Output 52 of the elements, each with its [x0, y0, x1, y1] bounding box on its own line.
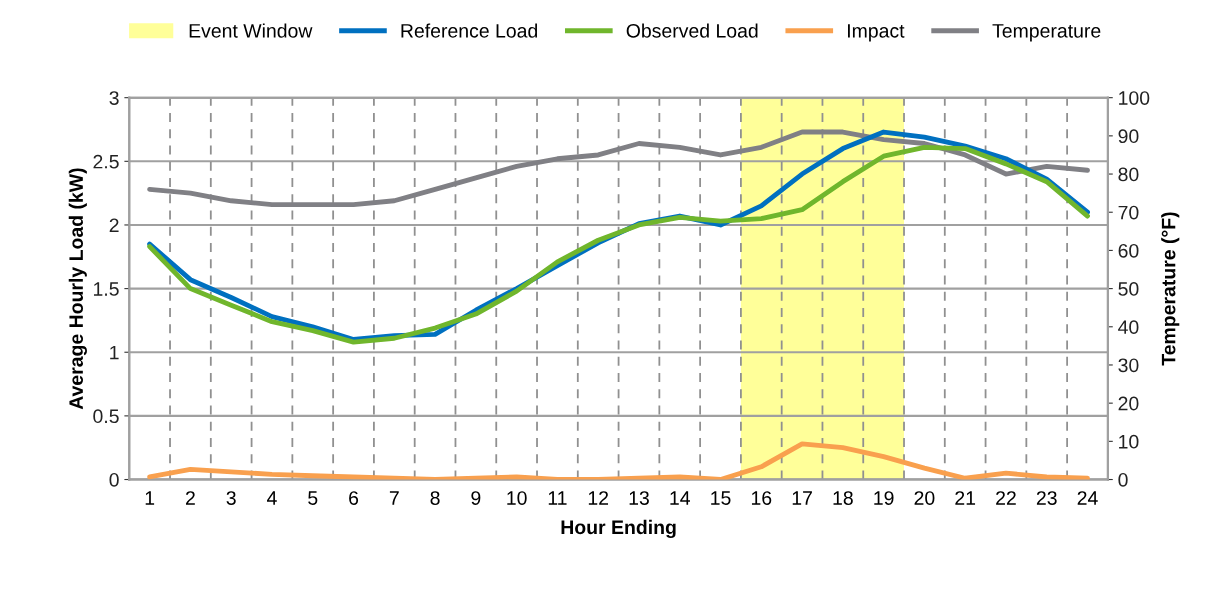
y-tick-label: 3	[109, 91, 119, 105]
y2-tick-label: 30	[1118, 358, 1139, 373]
x-tick-label: 15	[711, 491, 731, 505]
y-axis-title: Average Hourly Load (kW)	[68, 168, 87, 410]
x-tick-label: 14	[670, 491, 690, 505]
y-tick-label: 0	[109, 472, 119, 487]
x-axis-title: Hour Ending	[561, 519, 676, 539]
y-tick-label: 1	[110, 345, 119, 360]
x-tick-label: 18	[833, 491, 853, 505]
y2-tick-label: 90	[1118, 129, 1139, 144]
x-tick-label: 10	[507, 491, 527, 505]
y2-tick-label: 50	[1118, 282, 1139, 296]
x-tick-label: 22	[996, 491, 1016, 505]
y2-tick-label: 40	[1118, 320, 1139, 335]
y2-tick-label: 10	[1119, 434, 1139, 449]
x-tick-label: 6	[349, 491, 359, 505]
line-series	[147, 441, 1090, 480]
y-tick-label: 0.5	[93, 409, 119, 424]
x-tick-label: 16	[751, 491, 772, 505]
x-tick-label: 4	[267, 491, 277, 505]
legend-label: Observed Load	[626, 23, 758, 38]
line-series	[147, 129, 1090, 208]
y2-tick-label: 80	[1118, 167, 1139, 182]
x-tick-label: 20	[914, 491, 935, 505]
x-tick-label: 23	[1036, 491, 1057, 505]
x-tick-label: 17	[792, 491, 812, 505]
x-tick-label: 2	[185, 491, 195, 505]
legend-label: Reference Load	[401, 23, 538, 38]
y2-tick-label: 60	[1118, 243, 1139, 258]
legend-label: Temperature	[992, 24, 1101, 42]
x-tick-label: 1	[145, 491, 155, 505]
legend-label: Impact	[848, 24, 905, 42]
x-tick-label: 5	[308, 491, 318, 505]
y2-tick-label: 100	[1119, 91, 1150, 105]
x-tick-label: 11	[548, 491, 567, 505]
y-tick-label: 2	[109, 218, 119, 233]
x-tick-label: 13	[629, 491, 649, 505]
y-tick-label: 2.5	[93, 154, 119, 169]
x-tick-label: 24	[1077, 491, 1098, 505]
y2-tick-label: 0	[1118, 472, 1128, 487]
x-tick-label: 3	[226, 491, 236, 505]
x-tick-label: 19	[874, 491, 894, 505]
y2-tick-label: 20	[1118, 396, 1139, 411]
x-tick-label: 8	[430, 491, 440, 505]
x-tick-label: 12	[588, 491, 609, 505]
y-tick-label: 1.5	[93, 282, 119, 296]
x-tick-label: 7	[389, 491, 399, 505]
y2-axis-title: Temperature (°F)	[1161, 212, 1180, 366]
legend-label: Event Window	[189, 23, 313, 38]
y2-tick-label: 70	[1118, 205, 1139, 220]
x-tick-label: 9	[471, 491, 481, 505]
x-tick-label: 21	[955, 491, 976, 505]
